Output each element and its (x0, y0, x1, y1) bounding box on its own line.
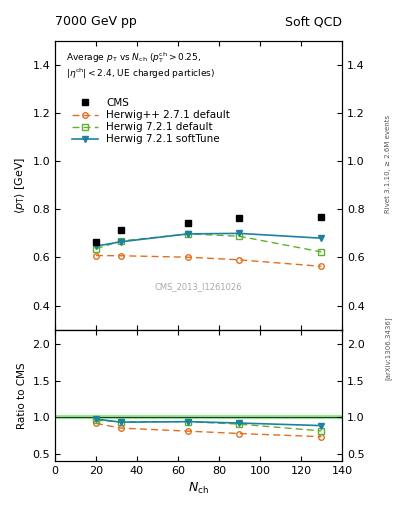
CMS (237, 215, 242, 221)
Herwig 7.2.1 default (237, 233, 242, 239)
Herwig 7.2.1 softTune (237, 230, 242, 237)
Text: [arXiv:1306.3436]: [arXiv:1306.3436] (384, 316, 391, 380)
Line: CMS: CMS (92, 213, 325, 245)
Herwig 7.2.1 default (118, 238, 123, 244)
Herwig 7.2.1 default (94, 246, 98, 252)
Line: Herwig++ 2.7.1 default: Herwig++ 2.7.1 default (93, 253, 324, 269)
Herwig 7.2.1 default (186, 231, 191, 237)
Herwig 7.2.1 softTune (118, 239, 123, 245)
Herwig++ 2.7.1 default (118, 253, 123, 259)
CMS (94, 239, 98, 245)
Line: Herwig 7.2.1 softTune: Herwig 7.2.1 softTune (93, 230, 324, 249)
Herwig++ 2.7.1 default (186, 254, 191, 260)
Line: Herwig 7.2.1 default: Herwig 7.2.1 default (93, 231, 324, 254)
Herwig++ 2.7.1 default (319, 263, 324, 269)
Text: Rivet 3.1.10, ≥ 2.6M events: Rivet 3.1.10, ≥ 2.6M events (385, 115, 391, 213)
Text: 7000 GeV pp: 7000 GeV pp (55, 15, 137, 28)
CMS (186, 220, 191, 226)
Legend: CMS, Herwig++ 2.7.1 default, Herwig 7.2.1 default, Herwig 7.2.1 softTune: CMS, Herwig++ 2.7.1 default, Herwig 7.2.… (72, 98, 230, 144)
Y-axis label: $\langle p_{\rm T} \rangle$ [GeV]: $\langle p_{\rm T} \rangle$ [GeV] (13, 157, 27, 214)
CMS (319, 214, 324, 220)
Text: Soft QCD: Soft QCD (285, 15, 342, 28)
Y-axis label: Ratio to CMS: Ratio to CMS (17, 362, 27, 429)
Herwig 7.2.1 softTune (94, 243, 98, 249)
X-axis label: $N_{\rm ch}$: $N_{\rm ch}$ (188, 481, 209, 496)
Text: CMS_2013_I1261026: CMS_2013_I1261026 (155, 282, 242, 291)
Herwig 7.2.1 default (319, 249, 324, 255)
Herwig++ 2.7.1 default (94, 252, 98, 259)
Text: Average $p_{\rm T}$ vs $N_{\rm ch}$ ($p_{\rm T}^{\rm ch}{>}0.25$, $|\eta^{\rm ch: Average $p_{\rm T}$ vs $N_{\rm ch}$ ($p_… (66, 50, 216, 81)
Herwig++ 2.7.1 default (237, 257, 242, 263)
Herwig 7.2.1 softTune (319, 235, 324, 241)
CMS (118, 227, 123, 233)
Herwig 7.2.1 softTune (186, 231, 191, 237)
